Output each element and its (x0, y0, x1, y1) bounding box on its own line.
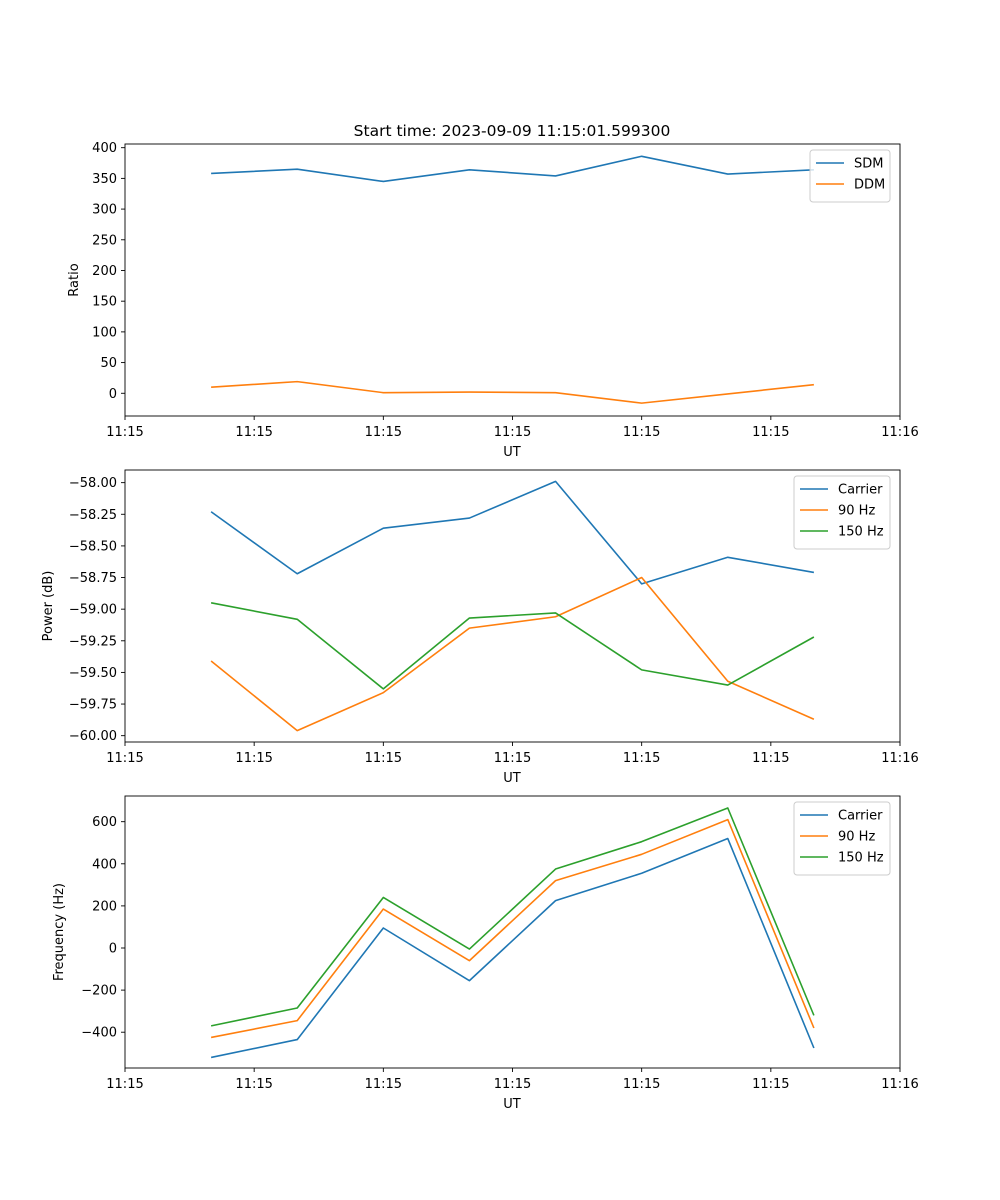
y-tick-label: 50 (100, 356, 117, 371)
series-line-150-hz (210, 807, 815, 1027)
series-line-90-hz (210, 576, 815, 732)
x-tick-label: 11:15 (235, 751, 272, 766)
x-tick-label: 11:15 (752, 751, 789, 766)
series-line-carrier (210, 480, 815, 585)
x-tick-label: 11:15 (623, 425, 660, 440)
legend-label: 90 Hz (838, 830, 875, 845)
chart-panel-1: 11:15 11:15 11:15 11:15 11:15 11:15 11:16 0 50 10… (67, 141, 919, 460)
x-tick-label: 11:15 (106, 751, 143, 766)
y-tick-label: 0 (109, 942, 117, 957)
x-tick-label: 11:15 (106, 425, 143, 440)
chart-panels: 11:15 11:15 11:15 11:15 11:15 11:15 11:16 0 50 10… (41, 141, 919, 1112)
x-tick-label: 11:15 (494, 751, 531, 766)
figure-title: Start time: 2023-09-09 11:15:01.599300 (354, 122, 671, 140)
y-tick-label: 0 (109, 387, 117, 402)
legend-label: DDM (854, 178, 885, 193)
x-tick-label: 11:15 (106, 1077, 143, 1092)
legend: Carrier 90 Hz 150 Hz (793, 475, 891, 550)
y-axis-label: Power (dB) (41, 571, 56, 642)
legend: Carrier 90 Hz 150 Hz (793, 801, 891, 876)
y-tick-label: −59.25 (69, 634, 117, 649)
x-tick-label: 11:15 (365, 751, 402, 766)
series-line-90-hz (210, 818, 815, 1039)
legend-label: 150 Hz (838, 851, 884, 866)
y-tick-label: −58.50 (69, 539, 117, 554)
y-tick-label: −59.75 (69, 698, 117, 713)
x-tick-label: 11:15 (365, 1077, 402, 1092)
legend-label: 150 Hz (838, 525, 884, 540)
chart-panel-2: 11:15 11:15 11:15 11:15 11:15 11:15 11:16 −60.0… (41, 469, 919, 786)
x-tick-label: 11:15 (365, 425, 402, 440)
y-tick-label: 150 (92, 295, 117, 310)
y-axis-label: Frequency (Hz) (52, 883, 67, 981)
x-tick-label: 11:15 (494, 425, 531, 440)
x-tick-label: 11:15 (235, 1077, 272, 1092)
x-tick-label: 11:16 (881, 751, 918, 766)
y-tick-label: −58.75 (69, 571, 117, 586)
y-tick-label: 600 (92, 815, 117, 830)
y-tick-label: 300 (92, 203, 117, 218)
y-tick-label: 100 (92, 325, 117, 340)
y-tick-label: −58.00 (69, 476, 117, 491)
legend: SDM DDM (809, 149, 891, 203)
y-tick-label: −400 (81, 1026, 117, 1041)
chart-panel-3: 11:15 11:15 11:15 11:15 11:15 11:15 11:16 −400 −… (52, 795, 919, 1112)
y-tick-label: −58.25 (69, 508, 117, 523)
legend-label: Carrier (838, 809, 883, 824)
x-tick-label: 11:15 (752, 1077, 789, 1092)
y-tick-label: −59.00 (69, 603, 117, 618)
y-tick-label: −60.00 (69, 729, 117, 744)
y-axis-label: Ratio (67, 263, 82, 296)
x-tick-label: 11:16 (881, 1077, 918, 1092)
series-line-carrier (210, 837, 815, 1059)
legend-label: Carrier (838, 483, 883, 498)
y-tick-label: 350 (92, 172, 117, 187)
series-line-150-hz (210, 602, 815, 690)
y-tick-label: 250 (92, 233, 117, 248)
x-tick-label: 11:15 (623, 751, 660, 766)
x-axis-label: UT (503, 1097, 521, 1112)
y-tick-label: −59.50 (69, 666, 117, 681)
x-tick-label: 11:15 (494, 1077, 531, 1092)
series-line-sdm (211, 155, 814, 183)
legend-label: SDM (854, 157, 883, 172)
x-tick-label: 11:15 (752, 425, 789, 440)
x-axis-label: UT (503, 445, 521, 460)
legend-label: 90 Hz (838, 504, 875, 519)
series-line-ddm (211, 380, 814, 404)
y-tick-label: 200 (92, 264, 117, 279)
y-tick-label: 200 (92, 899, 117, 914)
y-tick-label: 400 (92, 141, 117, 156)
x-tick-label: 11:15 (235, 425, 272, 440)
x-tick-label: 11:15 (623, 1077, 660, 1092)
y-tick-label: 400 (92, 857, 117, 872)
x-tick-label: 11:16 (881, 425, 918, 440)
x-axis-label: UT (503, 771, 521, 786)
y-tick-label: −200 (81, 984, 117, 999)
